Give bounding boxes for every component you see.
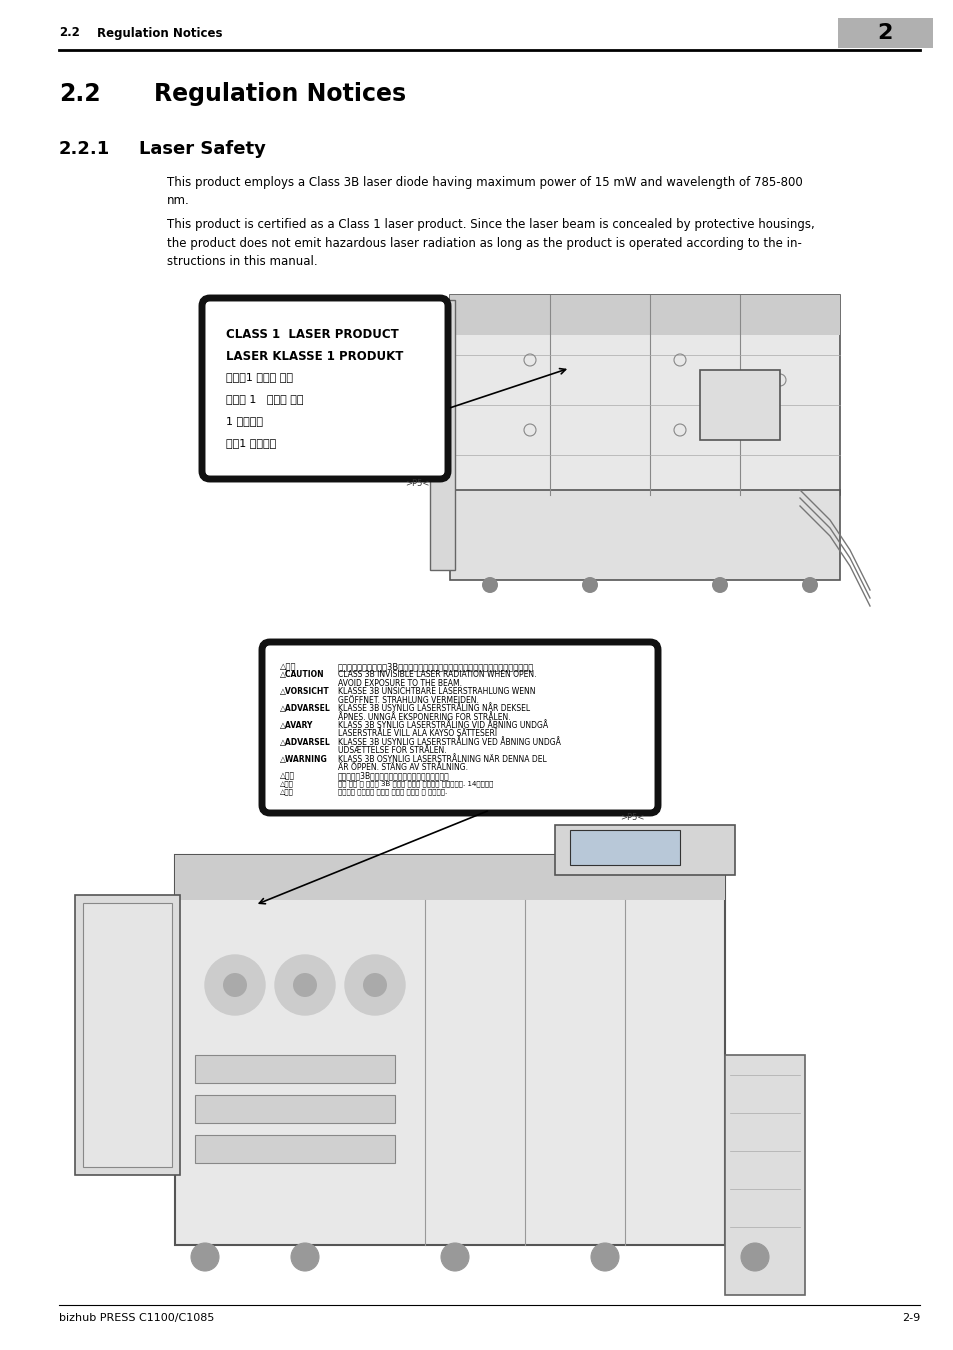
- Text: KLASSE 3B USYNLIG LASERSTRÅLING VED ÅBNING UNDGÅ: KLASSE 3B USYNLIG LASERSTRÅLING VED ÅBNI…: [337, 738, 560, 747]
- Text: ÄR ÖPPEN. STÄNG AV STRÅLNING.: ÄR ÖPPEN. STÄNG AV STRÅLNING.: [337, 763, 468, 772]
- FancyBboxPatch shape: [75, 895, 180, 1174]
- Text: ÅPNES. UNNGÅ EKSPONERING FOR STRÅLEN.: ÅPNES. UNNGÅ EKSPONERING FOR STRÅLEN.: [337, 713, 510, 722]
- Text: △주의: △주의: [280, 788, 294, 795]
- Text: △VORSICHT: △VORSICHT: [280, 687, 330, 697]
- FancyBboxPatch shape: [202, 298, 448, 479]
- Text: △CAUTION: △CAUTION: [280, 671, 324, 679]
- Text: LASER KLASSE 1 PRODUKT: LASER KLASSE 1 PRODUKT: [226, 350, 403, 363]
- Text: KLASS 3B OSYNLIG LASERSTRÅLNING NÄR DENNA DEL: KLASS 3B OSYNLIG LASERSTRÅLNING NÄR DENN…: [337, 755, 546, 764]
- Text: AVOID EXPOSURE TO THE BEAM.: AVOID EXPOSURE TO THE BEAM.: [337, 679, 461, 688]
- Text: 2-9: 2-9: [901, 1314, 919, 1323]
- Bar: [90, 840, 859, 1270]
- Text: KLASSE 3B USYNLIG LASERSTRÅLING NÅR DEKSEL: KLASSE 3B USYNLIG LASERSTRÅLING NÅR DEKS…: [337, 705, 530, 713]
- Text: This product employs a Class 3B laser diode having maximum power of 15 mW and wa: This product employs a Class 3B laser di…: [167, 176, 801, 208]
- FancyBboxPatch shape: [724, 1054, 804, 1295]
- Text: CLASS 3B INVISIBLE LASER RADIATION WHEN OPEN.: CLASS 3B INVISIBLE LASER RADIATION WHEN …: [337, 671, 536, 679]
- FancyBboxPatch shape: [174, 855, 724, 900]
- Text: Laser Safety: Laser Safety: [139, 140, 266, 158]
- Text: 2.2: 2.2: [59, 82, 100, 107]
- Text: △WARNING: △WARNING: [280, 755, 328, 764]
- Circle shape: [274, 954, 335, 1015]
- FancyBboxPatch shape: [262, 643, 658, 813]
- FancyBboxPatch shape: [174, 855, 724, 1245]
- FancyBboxPatch shape: [450, 296, 840, 495]
- Circle shape: [590, 1243, 618, 1270]
- Text: 열려 있을 때 클래스 3B 비가시 레이저 방사선이 발생합니다. 14세이상의: 열려 있을 때 클래스 3B 비가시 레이저 방사선이 발생합니다. 14세이상…: [337, 780, 493, 787]
- FancyBboxPatch shape: [194, 1054, 395, 1083]
- Text: 1 激光产品: 1 激光产品: [226, 416, 263, 427]
- Circle shape: [801, 576, 817, 593]
- FancyBboxPatch shape: [430, 300, 455, 570]
- Text: △注意: △注意: [280, 772, 294, 780]
- Text: クラス1 レーザ 製品: クラス1 レーザ 製品: [226, 373, 293, 382]
- Text: ここで発生するクラス3Bのレーザー光に当たりますと、目および皮膚を損傷します。: ここで発生するクラス3Bのレーザー光に当たりますと、目および皮膚を損傷します。: [337, 662, 534, 671]
- Bar: [837, 18, 932, 49]
- Text: >P5<: >P5<: [620, 813, 644, 822]
- Text: 2: 2: [877, 23, 892, 43]
- Text: 打开时，有3B类不可见激光辐射，请勿直视激光束。: 打开时，有3B类不可见激光辐射，请勿直视激光束。: [337, 772, 449, 780]
- Text: 2.2: 2.2: [59, 27, 80, 39]
- Text: This product is certified as a Class 1 laser product. Since the laser beam is co: This product is certified as a Class 1 l…: [167, 217, 814, 269]
- Text: 2.2.1: 2.2.1: [59, 140, 111, 158]
- Text: >P5<: >P5<: [405, 479, 430, 487]
- Text: KLASSE 3B UNSICHTBARE LASERSTRAHLUNG WENN: KLASSE 3B UNSICHTBARE LASERSTRAHLUNG WEN…: [337, 687, 535, 697]
- Text: △ADVARSEL: △ADVARSEL: [280, 738, 331, 747]
- FancyBboxPatch shape: [194, 1095, 395, 1123]
- Circle shape: [191, 1243, 219, 1270]
- Text: KLASS 3B SYNLIG LASERSTRÅLING VID ÅBNING UNDGÅ: KLASS 3B SYNLIG LASERSTRÅLING VID ÅBNING…: [337, 721, 548, 730]
- Text: LASERSTRÅLE VILL ALA KAYSO SÄTTESERÏ: LASERSTRÅLE VILL ALA KAYSO SÄTTESERÏ: [337, 729, 497, 738]
- Circle shape: [440, 1243, 469, 1270]
- Circle shape: [363, 973, 387, 998]
- Text: GEÖFFNET. STRAHLUNG VERMEIDEN.: GEÖFFNET. STRAHLUNG VERMEIDEN.: [337, 695, 478, 705]
- Text: △AVARY: △AVARY: [280, 721, 313, 730]
- FancyBboxPatch shape: [450, 296, 840, 335]
- Text: UDSÆTTELSE FOR STRÅLEN.: UDSÆTTELSE FOR STRÅLEN.: [337, 747, 446, 756]
- Circle shape: [345, 954, 405, 1015]
- Text: Regulation Notices: Regulation Notices: [153, 82, 406, 107]
- Text: △注意: △注意: [280, 662, 296, 671]
- Bar: [430, 290, 889, 670]
- Text: 클래스 1   레이저 제품: 클래스 1 레이저 제품: [226, 394, 303, 404]
- Text: Regulation Notices: Regulation Notices: [97, 27, 222, 39]
- Circle shape: [293, 973, 316, 998]
- Text: △ADVARSEL: △ADVARSEL: [280, 705, 331, 713]
- Circle shape: [581, 576, 598, 593]
- Text: 等级1 雷射製品: 等级1 雷射製品: [226, 437, 276, 448]
- Circle shape: [223, 973, 247, 998]
- Circle shape: [740, 1243, 768, 1270]
- Text: bizhub PRESS C1100/C1085: bizhub PRESS C1100/C1085: [59, 1314, 214, 1323]
- FancyBboxPatch shape: [555, 825, 734, 875]
- Circle shape: [711, 576, 727, 593]
- Text: △경고: △경고: [280, 780, 294, 787]
- Circle shape: [291, 1243, 318, 1270]
- FancyBboxPatch shape: [194, 1135, 395, 1162]
- FancyBboxPatch shape: [569, 830, 679, 865]
- FancyBboxPatch shape: [700, 370, 780, 440]
- FancyBboxPatch shape: [83, 903, 172, 1166]
- Circle shape: [481, 576, 497, 593]
- Text: 클래스에 해당하는 레이저 광선이 방사될 수 있습니다.: 클래스에 해당하는 레이저 광선이 방사될 수 있습니다.: [337, 788, 447, 795]
- Circle shape: [205, 954, 265, 1015]
- Text: CLASS 1  LASER PRODUCT: CLASS 1 LASER PRODUCT: [226, 328, 398, 342]
- FancyBboxPatch shape: [450, 490, 840, 580]
